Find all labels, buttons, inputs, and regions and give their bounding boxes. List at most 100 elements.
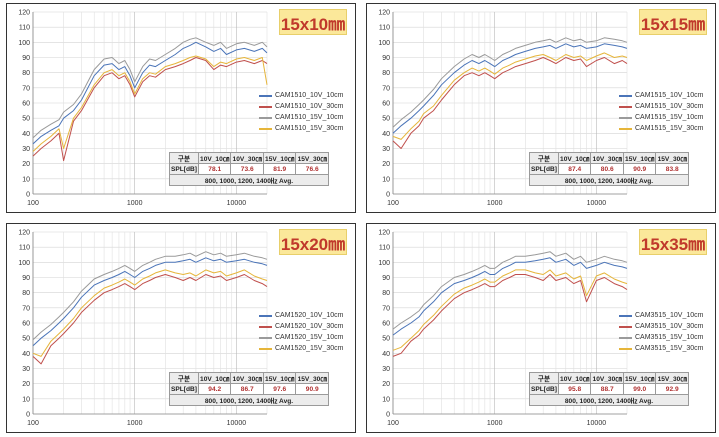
y-tick-label: 110 — [379, 245, 390, 252]
y-tick-label: 70 — [382, 305, 390, 312]
chart-legend: CAM1510_10V_10cm CAM1510_10V_30cm CAM151… — [259, 90, 349, 134]
table-header: 10V_10㎝ — [197, 152, 232, 164]
chart-panel-15x15: 0 10 20 30 40 50 60 70 80 90 100 110 120 100 1000 10000… — [366, 3, 716, 213]
y-tick-label: 90 — [382, 275, 390, 282]
table-note: 800, 1000, 1200, 1400㎐ Avg. — [169, 394, 329, 406]
legend-item: CAM1515_10V_30cm — [619, 101, 709, 112]
x-tick-label: 1000 — [127, 200, 143, 207]
table-header: 10V_30㎝ — [590, 372, 624, 384]
legend-item: CAM1510_15V_10cm — [259, 112, 349, 123]
y-tick-label: 10 — [382, 176, 390, 183]
x-tick-label: 10000 — [587, 420, 607, 427]
legend-label: CAM1520_15V_30cm — [275, 345, 344, 352]
chart-plot-3: 0 10 20 30 40 50 60 70 80 90 100 110 120 100 1000 10000 — [18, 230, 268, 427]
table-header: 10V_10㎝ — [197, 372, 232, 384]
table-header: 10V_10㎝ — [557, 152, 592, 164]
y-tick-label: 70 — [382, 85, 390, 92]
y-tick-label: 30 — [382, 366, 390, 373]
spl-table: 구분 10V_10㎝ 10V_30㎝ 15V_10㎝ 15V_30㎝ SPL[d… — [529, 372, 689, 406]
y-tick-label: 50 — [382, 336, 390, 343]
legend-label: CAM3515_15V_30cm — [635, 345, 704, 352]
legend-item: CAM1510_15V_30cm — [259, 123, 349, 134]
y-tick-label: 60 — [382, 101, 390, 108]
table-header: 10V_10㎝ — [557, 372, 592, 384]
table-header: 15V_10㎝ — [622, 152, 657, 164]
legend-swatch — [259, 105, 272, 108]
legend-swatch — [619, 325, 632, 328]
y-tick-label: 40 — [22, 131, 30, 138]
x-tick-label: 100 — [27, 200, 39, 207]
x-tick-label: 10000 — [587, 200, 607, 207]
y-tick-label: 80 — [382, 70, 390, 77]
y-tick-label: 30 — [22, 366, 30, 373]
legend-label: CAM1510_15V_10cm — [275, 114, 344, 121]
series-line-4 — [392, 52, 628, 140]
series-line-1 — [32, 257, 268, 347]
table-header: 15V_10㎝ — [622, 372, 657, 384]
table-cell: 81.9 — [262, 163, 297, 175]
chart-legend: CAM1520_10V_10cm CAM1520_10V_30cm CAM152… — [259, 310, 349, 354]
table-cell: 83.8 — [655, 163, 689, 175]
legend-item: CAM1515_10V_10cm — [619, 90, 709, 101]
legend-label: CAM1515_10V_10cm — [635, 92, 704, 99]
chart-legend: CAM1515_10V_10cm CAM1515_10V_30cm CAM151… — [619, 90, 709, 134]
legend-item: CAM1510_10V_10cm — [259, 90, 349, 101]
y-tick-label: 100 — [378, 260, 390, 267]
series-line-2 — [392, 274, 628, 357]
table-row-label: SPL[dB] — [529, 163, 559, 175]
table-header: 구분 — [529, 372, 559, 384]
table-cell: 86.7 — [230, 383, 264, 395]
legend-swatch — [259, 116, 272, 119]
legend-swatch — [619, 105, 632, 108]
table-note: 800, 1000, 1200, 1400㎐ Avg. — [169, 174, 329, 186]
y-tick-label: 110 — [19, 245, 30, 252]
table-cell: 87.4 — [557, 163, 592, 175]
table-cell: 94.2 — [197, 383, 232, 395]
y-tick-label: 110 — [19, 25, 30, 32]
series-line-2 — [32, 57, 268, 162]
y-tick-label: 30 — [382, 146, 390, 153]
chart-panel-15x35: 0 10 20 30 40 50 60 70 80 90 100 110 120 100 1000 10000… — [366, 223, 716, 433]
legend-item: CAM1515_15V_30cm — [619, 123, 709, 134]
y-tick-label: 0 — [26, 412, 30, 419]
table-cell: 90.9 — [622, 163, 657, 175]
legend-label: CAM3515_15V_10cm — [635, 334, 704, 341]
y-tick-label: 40 — [382, 351, 390, 358]
y-tick-label: 100 — [18, 40, 30, 47]
y-tick-label: 80 — [382, 290, 390, 297]
legend-label: CAM1510_10V_30cm — [275, 103, 344, 110]
y-tick-label: 10 — [22, 396, 30, 403]
table-header: 10V_30㎝ — [230, 372, 264, 384]
legend-swatch — [619, 336, 632, 339]
table-header: 15V_30㎝ — [295, 372, 329, 384]
y-tick-label: 120 — [18, 230, 30, 237]
chart-plot-1: 0 10 20 30 40 50 60 70 80 90 100 110 120 100 1000 10000 — [18, 10, 268, 207]
y-tick-label: 100 — [378, 40, 390, 47]
legend-label: CAM1515_15V_10cm — [635, 114, 704, 121]
legend-item: CAM3515_10V_10cm — [619, 310, 709, 321]
series-line-2 — [392, 57, 628, 149]
panel-size-badge: 15x15㎜ — [639, 9, 707, 35]
chart-plot-4: 0 10 20 30 40 50 60 70 80 90 100 110 120 100 1000 10000 — [378, 230, 628, 427]
table-cell: 78.1 — [197, 163, 232, 175]
table-row-label: SPL[dB] — [169, 163, 199, 175]
legend-label: CAM1520_15V_10cm — [275, 334, 344, 341]
y-tick-label: 0 — [26, 192, 30, 199]
legend-label: CAM1520_10V_10cm — [275, 312, 344, 319]
table-header: 15V_30㎝ — [295, 152, 329, 164]
y-tick-label: 70 — [22, 305, 30, 312]
panel-size-badge: 15x20㎜ — [279, 229, 347, 255]
y-tick-label: 0 — [386, 192, 390, 199]
table-header: 15V_10㎝ — [262, 372, 297, 384]
table-header: 10V_30㎝ — [230, 152, 264, 164]
legend-label: CAM1515_10V_30cm — [635, 103, 704, 110]
legend-swatch — [619, 347, 632, 350]
x-tick-label: 100 — [387, 420, 399, 427]
y-tick-label: 120 — [18, 10, 30, 17]
table-header: 15V_30㎝ — [655, 152, 689, 164]
y-tick-label: 60 — [22, 101, 30, 108]
table-header: 구분 — [169, 372, 199, 384]
table-header: 15V_30㎝ — [655, 372, 689, 384]
table-cell: 97.6 — [262, 383, 297, 395]
y-tick-label: 90 — [22, 275, 30, 282]
